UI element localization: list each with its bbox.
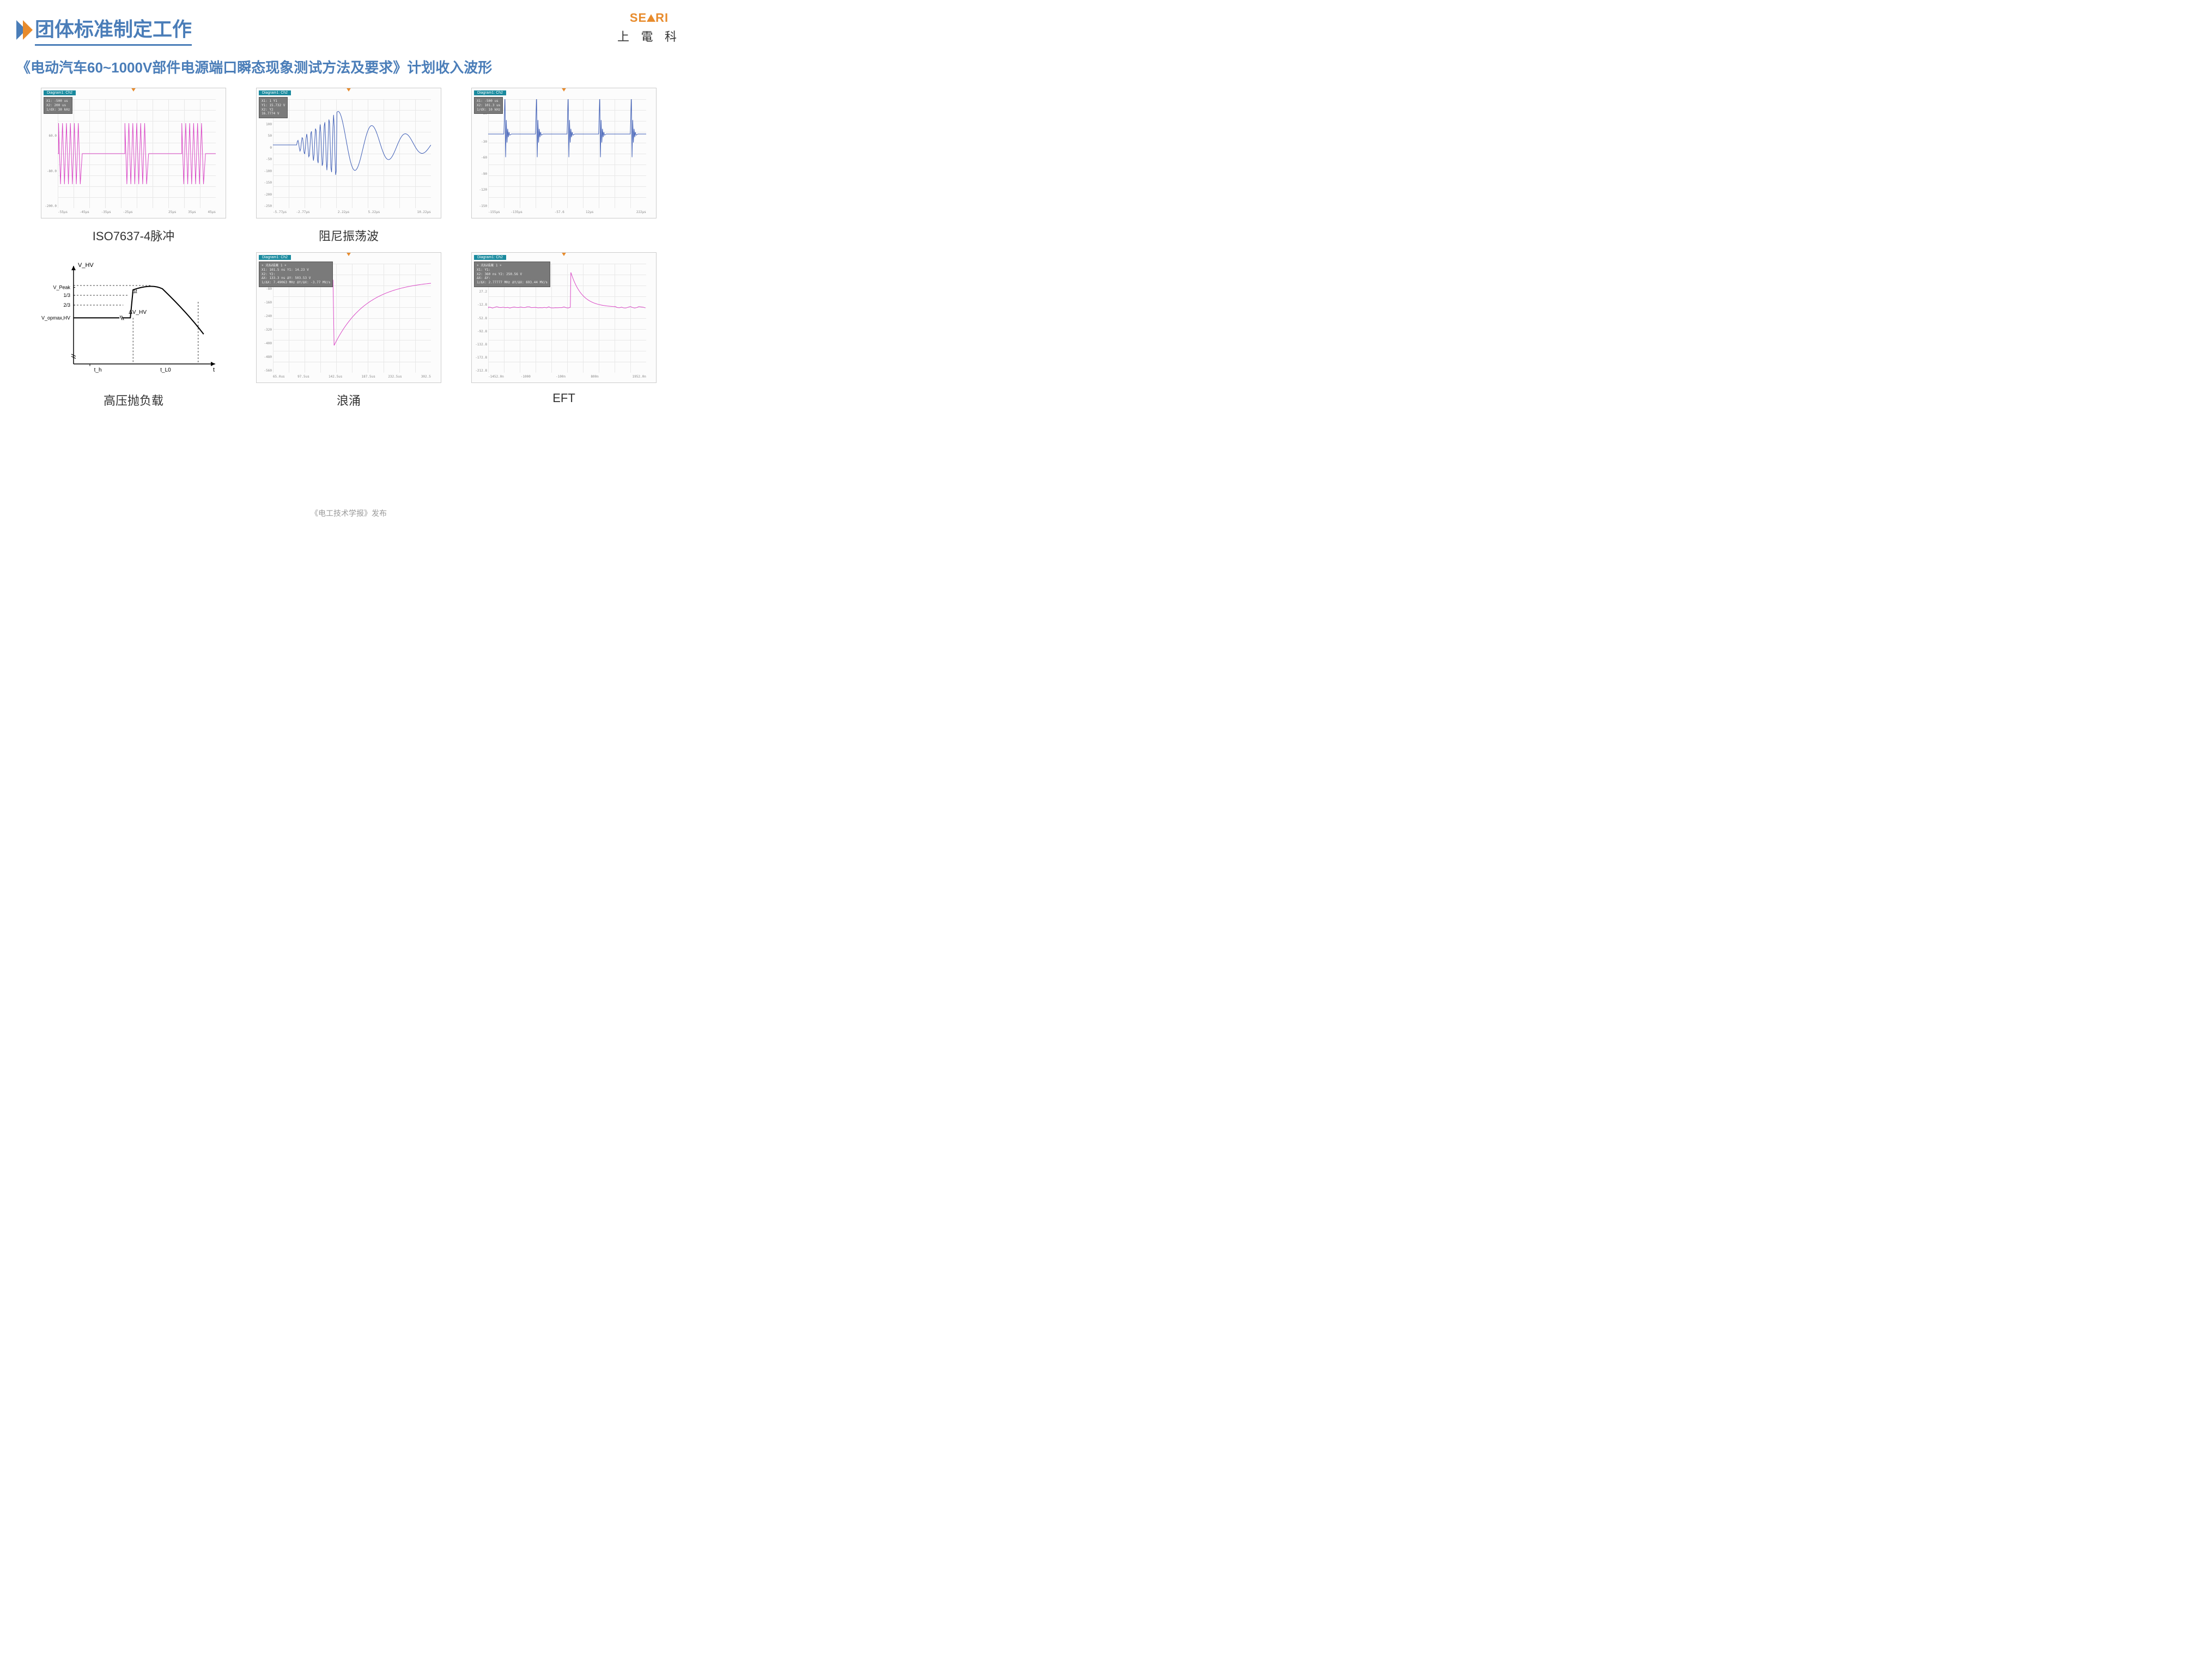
diagram-svg: V_HVt V_Peak 1/3 2/3 V_opmax,HV Δt ΔV_HV t_h t_L… (41, 252, 226, 383)
brand-logo: SE RI 上 電 科 (617, 11, 681, 45)
x-axis-ticks: -55µs-45µs-35µs-25µs25µs35µs45µs (58, 210, 216, 217)
waveform-damped1 (273, 99, 431, 208)
caption-loaddump: 高压抛负载 (104, 391, 163, 409)
panel-eft: Diagram1: Ch2 ☀ 光标结果 1 ☀X1: Y1:X2: 360 ns… (463, 252, 665, 409)
scope-info-box: ☀ 光标结果 1 ☀X1: Y1:X2: 360 ns Y2: 250.56 V… (474, 262, 550, 287)
page-title: 团体标准制定工作 (35, 14, 192, 46)
panel-damped1: Diagram1: Ch2 X1: 1 Y1Y1: 15.732 VX2: Y21… (248, 88, 449, 244)
scope-eft: Diagram1: Ch2 ☀ 光标结果 1 ☀X1: Y1:X2: 360 ns… (471, 252, 657, 383)
svg-text:Δt: Δt (132, 289, 137, 295)
header: 团体标准制定工作 (0, 0, 697, 46)
caption-surge: 浪涌 (337, 391, 361, 409)
svg-text:V_Peak: V_Peak (53, 285, 70, 290)
svg-text:t_L0: t_L0 (160, 367, 171, 373)
scope-damped2: Diagram1: Ch2 X1: -500 usX2: 101.3 us1/dX… (471, 88, 657, 218)
logo-text-bottom: 上 電 科 (617, 27, 681, 45)
scope-tab: Diagram1: Ch2 (259, 255, 291, 260)
scope-tab: Diagram1: Ch2 (259, 90, 291, 95)
svg-text:t_h: t_h (94, 367, 102, 373)
subtitle: 《电动汽车60~1000V部件电源端口瞬态现象测试方法及要求》计划收入波形 (0, 46, 697, 82)
scope-tab: Diagram1: Ch2 (44, 90, 76, 95)
caption-eft: EFT (552, 391, 575, 405)
svg-text:t: t (213, 367, 215, 373)
chart-grid: Diagram1: Ch2 X1: -500 usX2: 200 us1/dX: … (0, 82, 697, 414)
panel-iso7637: Diagram1: Ch2 X1: -500 usX2: 200 us1/dX: … (33, 88, 234, 244)
waveform-damped2 (488, 99, 646, 208)
x-axis-ticks: -5.77µs-2.77µs2.22µs5.22µs10.22µs (273, 210, 431, 217)
diagram-loaddump: V_HVt V_Peak 1/3 2/3 V_opmax,HV Δt ΔV_HV t_h t_L… (41, 252, 226, 383)
x-axis-ticks: 65.0us97.5us142.5us187.5us232.5us302.5 (273, 375, 431, 381)
trigger-marker-icon (131, 88, 136, 92)
scope-surge: Diagram1: Ch2 ☀ 光标结果 1 ☀X1: 101.5 ns Y1: … (256, 252, 441, 383)
footer-text: 《电工技术学报》发布 (0, 508, 697, 519)
scope-damped1: Diagram1: Ch2 X1: 1 Y1Y1: 15.732 VX2: Y21… (256, 88, 441, 218)
x-axis-ticks: -155µs-135µs-57.612µs222µs (488, 210, 646, 217)
panel-surge: Diagram1: Ch2 ☀ 光标结果 1 ☀X1: 101.5 ns Y1: … (248, 252, 449, 409)
svg-text:1/3: 1/3 (63, 293, 70, 298)
trigger-marker-icon (346, 88, 351, 92)
y-axis-ticks: 200.060.0-80.0-200.0 (44, 99, 57, 208)
chevron-icons (16, 20, 29, 40)
logo-text-a: SE (630, 11, 647, 25)
scope-info-box: X1: 1 Y1Y1: 15.732 VX2: Y216.7774 V (259, 97, 288, 118)
panel-loaddump: V_HVt V_Peak 1/3 2/3 V_opmax,HV Δt ΔV_HV t_h t_L… (33, 252, 234, 409)
logo-triangle-icon (647, 14, 655, 22)
caption-iso7637: ISO7637-4脉冲 (93, 227, 174, 244)
caption-damped1: 阻尼振荡波 (319, 227, 379, 244)
waveform-iso7637 (58, 99, 216, 208)
scope-info-box: ☀ 光标结果 1 ☀X1: 101.5 ns Y1: 14.23 VX2: Y2… (259, 262, 333, 287)
chevron-orange-icon (23, 20, 33, 40)
panel-damped2: Diagram1: Ch2 X1: -500 usX2: 101.3 us1/dX… (463, 88, 665, 244)
trigger-marker-icon (561, 88, 567, 92)
scope-info-box: X1: -500 usX2: 101.3 us1/dX: 10 kHz (474, 97, 503, 114)
scope-info-box: X1: -500 usX2: 200 us1/dX: 30 kHz (44, 97, 72, 114)
trigger-marker-icon (561, 252, 567, 256)
svg-text:V_opmax,HV: V_opmax,HV (41, 315, 70, 320)
logo-text-top: SE RI (617, 11, 681, 25)
x-axis-ticks: -1452.0n-1000-100n800n1952.0n (488, 375, 646, 381)
scope-iso7637: Diagram1: Ch2 X1: -500 usX2: 200 us1/dX: … (41, 88, 226, 218)
svg-text:V_HV: V_HV (78, 262, 94, 269)
y-axis-ticks: 30-30-60-90-120-150 (474, 99, 487, 208)
scope-tab: Diagram1: Ch2 (474, 90, 506, 95)
scope-tab: Diagram1: Ch2 (474, 255, 506, 260)
trigger-marker-icon (346, 252, 351, 256)
logo-text-b: RI (655, 11, 669, 25)
svg-text:ΔV_HV: ΔV_HV (129, 309, 147, 315)
svg-text:2/3: 2/3 (63, 302, 70, 308)
